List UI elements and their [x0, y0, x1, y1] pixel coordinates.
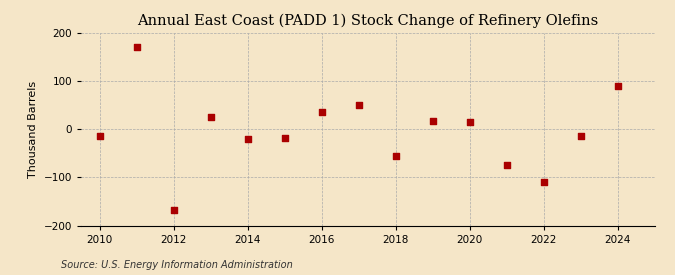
- Y-axis label: Thousand Barrels: Thousand Barrels: [28, 81, 38, 178]
- Point: [427, 118, 438, 123]
- Point: [242, 137, 253, 141]
- Point: [94, 134, 105, 139]
- Title: Annual East Coast (PADD 1) Stock Change of Refinery Olefins: Annual East Coast (PADD 1) Stock Change …: [137, 13, 599, 28]
- Point: [390, 153, 401, 158]
- Point: [538, 180, 549, 184]
- Text: Source: U.S. Energy Information Administration: Source: U.S. Energy Information Administ…: [61, 260, 292, 270]
- Point: [612, 84, 623, 88]
- Point: [502, 163, 512, 167]
- Point: [464, 120, 475, 124]
- Point: [575, 134, 586, 139]
- Point: [316, 110, 327, 115]
- Point: [205, 115, 216, 119]
- Point: [168, 208, 179, 212]
- Point: [353, 103, 364, 107]
- Point: [131, 45, 142, 50]
- Point: [279, 136, 290, 140]
